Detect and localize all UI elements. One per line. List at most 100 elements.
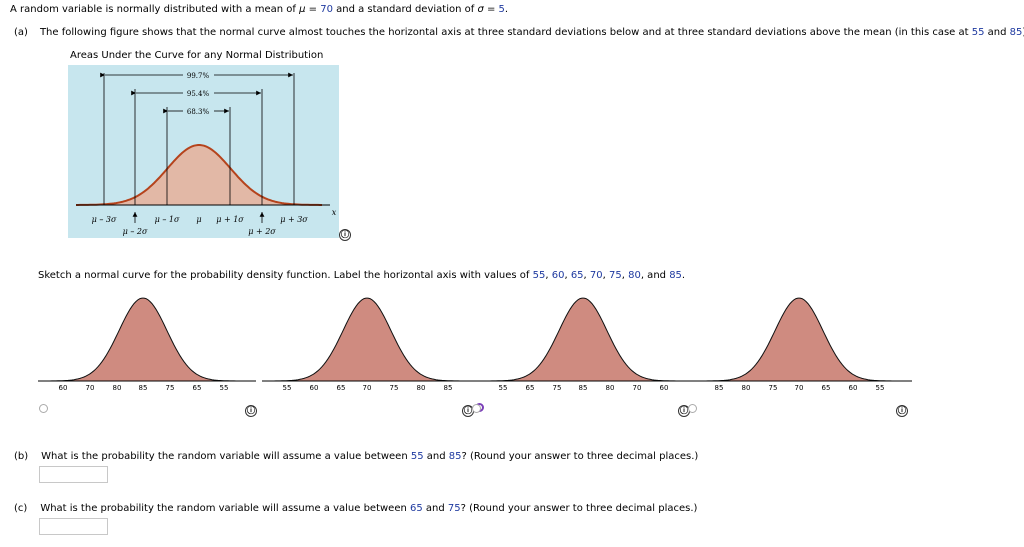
option-tick-label: 65 xyxy=(525,384,535,392)
part-a-label: (a) xyxy=(14,27,28,38)
option-radio-4[interactable] xyxy=(688,404,697,413)
label-mu: μ xyxy=(196,215,201,224)
option-curve-area xyxy=(266,298,468,381)
curve-area xyxy=(76,145,322,205)
option-curve-graphic xyxy=(694,297,912,382)
sketch-prompt: Sketch a normal curve for the probabilit… xyxy=(38,270,685,281)
equals-sign-2: = xyxy=(483,4,499,15)
option-tick-label: 70 xyxy=(794,384,804,392)
option-curve-line xyxy=(42,297,244,382)
sketch-v3: 65 xyxy=(570,270,584,281)
option-tick-label: 60 xyxy=(848,384,858,392)
option-tick-label: 80 xyxy=(112,384,122,392)
sketch-sep2: , xyxy=(564,270,571,281)
option-tick-label: 65 xyxy=(336,384,346,392)
part-b-high: 85 xyxy=(448,451,462,462)
equals-sign: = xyxy=(305,4,321,15)
curve-option-4[interactable]: 85 80 75 70 65 60 55 xyxy=(694,290,914,400)
sketch-v4: 70 xyxy=(589,270,603,281)
sketch-sep3: , xyxy=(583,270,590,281)
option-tick-label: 65 xyxy=(192,384,202,392)
part-c-high: 75 xyxy=(447,503,461,514)
option-tick-label: 60 xyxy=(659,384,669,392)
part-c-low: 65 xyxy=(410,503,423,514)
mean-value: 70 xyxy=(320,4,333,15)
sketch-end: . xyxy=(681,270,686,281)
sketch-sep5: , xyxy=(621,270,629,281)
part-a-question: (a) The following figure shows that the n… xyxy=(14,27,1024,38)
curve-option-2[interactable]: 55 60 65 70 75 80 85 xyxy=(262,290,482,400)
option-tick-label: 70 xyxy=(632,384,642,392)
sketch-v1: 55 xyxy=(532,270,546,281)
part-c-prefix: What is the probability the random varia… xyxy=(40,503,410,514)
part-c-label: (c) xyxy=(14,503,28,514)
info-icon[interactable]: ⓘ xyxy=(339,229,351,241)
part-a-and: and xyxy=(984,27,1010,38)
option-curve-area xyxy=(698,298,900,381)
part-b-low: 55 xyxy=(410,451,424,462)
option-tick-label: 85 xyxy=(443,384,453,392)
option-radio-3[interactable] xyxy=(472,404,481,413)
problem-statement: A random variable is normally distribute… xyxy=(10,4,508,15)
option-tick-label: 75 xyxy=(165,384,175,392)
part-c-and: and xyxy=(422,503,448,514)
info-icon[interactable]: ⓘ xyxy=(896,405,908,417)
part-a-low: 55 xyxy=(971,27,985,38)
sigma-symbol: σ xyxy=(477,4,484,15)
part-c-answer-input[interactable] xyxy=(39,518,108,535)
sd-value: 5 xyxy=(498,4,505,15)
normal-curve xyxy=(76,144,322,206)
mu-symbol: μ xyxy=(299,4,306,15)
option-curve-area xyxy=(482,298,684,381)
part-b-text: What is the probability the random varia… xyxy=(41,451,698,462)
label-p2: μ + 2σ xyxy=(248,227,276,236)
label-p1: μ + 1σ xyxy=(216,215,244,224)
curve-option-1[interactable]: 60 70 80 85 75 65 55 xyxy=(38,290,258,400)
option-curve-line xyxy=(698,297,900,382)
sketch-v6: 80 xyxy=(628,270,641,281)
intro-prefix: A random variable is normally distribute… xyxy=(10,4,300,15)
label-p3: μ + 3σ xyxy=(280,215,308,224)
option-tick-label: 55 xyxy=(219,384,229,392)
part-a-end: ). xyxy=(1022,27,1024,38)
part-b-label: (b) xyxy=(14,451,29,462)
curve-option-3[interactable]: 55 65 75 85 80 70 60 xyxy=(478,290,698,400)
pct-683: 68.3% xyxy=(187,108,210,116)
option-curve-line xyxy=(266,297,468,382)
part-c-question: (c) What is the probability the random va… xyxy=(14,503,697,514)
option-tick-label: 70 xyxy=(362,384,372,392)
part-b-prefix: What is the probability the random varia… xyxy=(41,451,411,462)
option-tick-label: 60 xyxy=(309,384,319,392)
option-tick-label: 60 xyxy=(58,384,68,392)
sketch-sep6: , and xyxy=(640,270,670,281)
part-b-end: ? (Round your answer to three decimal pl… xyxy=(461,451,699,462)
sketch-sep1: , xyxy=(545,270,552,281)
part-b-answer-input[interactable] xyxy=(39,466,108,483)
figure-graphic: 99.7% 95.4% 68.3% μ – 3σ μ – 1σ μ μ + 1σ… xyxy=(76,72,337,236)
intro-mid: and a standard deviation of xyxy=(332,4,478,15)
sketch-v7: 85 xyxy=(669,270,682,281)
part-c-text: What is the probability the random varia… xyxy=(40,503,697,514)
option-curve-area xyxy=(42,298,244,381)
label-x: x xyxy=(332,208,337,217)
option-tick-label: 75 xyxy=(552,384,562,392)
part-b-question: (b) What is the probability the random va… xyxy=(14,451,698,462)
option-tick-label: 85 xyxy=(578,384,588,392)
option-tick-label: 55 xyxy=(498,384,508,392)
option-tick-label: 55 xyxy=(282,384,292,392)
option-tick-label: 75 xyxy=(768,384,778,392)
option-tick-label: 80 xyxy=(605,384,615,392)
figure-title: Areas Under the Curve for any Normal Dis… xyxy=(70,50,324,61)
sketch-sep4: , xyxy=(602,270,609,281)
intro-end: . xyxy=(504,4,509,15)
option-tick-label: 75 xyxy=(389,384,399,392)
option-curve-graphic xyxy=(262,297,480,382)
label-m3: μ – 3σ xyxy=(92,215,117,224)
option-radio-1[interactable] xyxy=(39,404,48,413)
info-icon[interactable]: ⓘ xyxy=(245,405,257,417)
sketch-v5: 75 xyxy=(609,270,622,281)
pct-997: 99.7% xyxy=(187,72,210,80)
sketch-v2: 60 xyxy=(551,270,565,281)
option-curve-graphic xyxy=(38,297,256,382)
normal-distribution-figure: 99.7% 95.4% 68.3% μ – 3σ μ – 1σ μ μ + 1σ… xyxy=(68,65,339,238)
